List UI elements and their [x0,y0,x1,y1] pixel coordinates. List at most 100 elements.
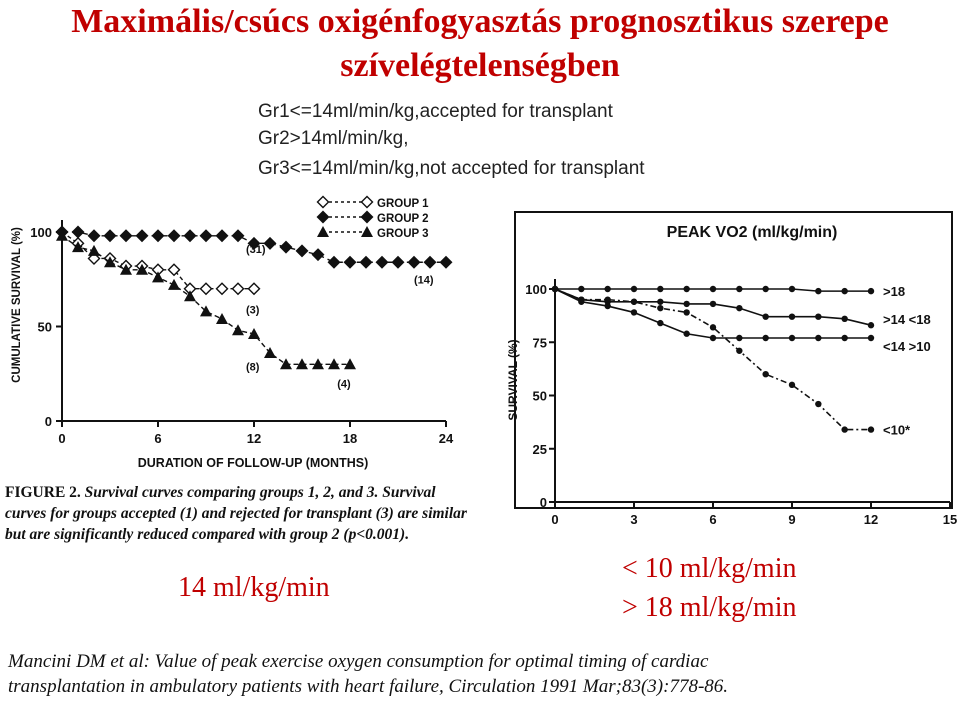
data-point-vo2-3 [736,334,743,342]
data-point-vo2-2 [815,313,822,320]
group1-definition: Gr1<=14ml/min/kg,accepted for transplant [258,101,613,122]
data-point-group2 [359,255,373,269]
x-tick-label: 6 [154,431,161,446]
data-point-vo2-4 [657,304,664,312]
data-point-group2 [375,255,389,269]
data-point-vo2-3 [683,330,690,337]
annotation-group3-8: (8) [246,361,260,373]
data-point-group3 [136,263,148,275]
data-point-group2 [231,229,245,243]
data-point-group3 [120,263,132,275]
data-point-group3 [248,328,260,340]
data-point-vo2-1 [788,285,796,293]
data-point-group3 [280,358,292,370]
data-point-group2 [151,229,165,243]
x-axis-label: DURATION OF FOLLOW-UP (MONTHS) [138,456,369,470]
legend-label: GROUP 2 [377,213,429,225]
data-point-vo2-1 [657,285,664,293]
data-point-group3 [56,229,68,241]
legend-marker [316,210,330,224]
data-point-vo2-3 [867,334,875,342]
x-tick-label: 15 [943,512,957,527]
x-tick-label: 0 [58,431,65,446]
chart-title: PEAK VO2 (ml/kg/min) [667,224,838,241]
data-point-group3 [72,241,84,253]
data-point-vo2-1 [762,285,769,293]
data-point-vo2-3 [630,309,638,316]
data-point-vo2-3 [604,302,611,310]
data-point-group2 [343,255,357,269]
data-point-vo2-4 [604,296,611,303]
x-tick-label: 12 [247,431,261,446]
data-point-group2 [87,229,101,243]
data-point-vo2-2 [657,298,664,305]
data-point-group3 [88,244,100,256]
group2-definition: Gr2>14ml/min/kg, [258,128,409,149]
series-line-3 [61,235,350,366]
data-point-vo2-2 [683,300,690,308]
data-point-vo2-4 [683,309,690,316]
y-tick-label: 100 [30,225,52,240]
data-point-vo2-4 [736,347,743,354]
data-point-group1 [231,282,245,296]
y-tick-label: 100 [525,282,547,297]
data-point-vo2-4 [578,296,585,303]
data-point-vo2-1 [867,287,875,295]
data-point-group3 [296,358,308,370]
reference-line1: Mancini DM et al: Value of peak exercise… [8,651,709,672]
data-point-group2 [167,229,181,243]
annotation-group1-3: (3) [246,305,260,317]
y-tick-label: 75 [533,335,547,350]
x-tick-label: 12 [864,512,878,527]
label-gt18-ml-kg-min: > 18 ml/kg/min [622,592,797,623]
legend-marker [360,195,374,209]
data-point-vo2-1 [630,285,638,293]
figure-label: FIGURE 2. [5,484,81,501]
data-point-group2 [247,236,261,250]
survival-chart-peak-vo2: PEAK VO2 (ml/kg/min) 0 25 50 75 100 0 3 6 9 12 15 SU… [506,211,957,527]
figure-caption: FIGURE 2. Survival curves comparing grou… [5,482,467,545]
x-tick-label: 18 [343,431,357,446]
data-point-group2 [423,255,437,269]
series-end-label-vo2-1: >18 [883,284,905,299]
data-point-group3 [344,358,356,370]
data-point-group2 [295,244,309,258]
x-tick-label: 0 [551,512,558,527]
data-point-vo2-4 [630,298,638,305]
data-point-vo2-3 [841,334,848,342]
series-end-label-vo2-2: >14 <18 [883,312,931,327]
label-14-ml-kg-min: 14 ml/kg/min [178,572,330,603]
data-point-vo2-1 [841,287,848,295]
data-point-vo2-2 [788,313,796,320]
reference-line2: transplantation in ambulatory patients w… [8,676,729,697]
data-point-vo2-4 [709,324,717,331]
legend-marker [361,226,373,237]
data-point-group2 [183,229,197,243]
data-point-group2 [391,255,405,269]
data-point-group3 [184,290,196,302]
data-point-group1 [167,263,181,277]
y-tick-label: 0 [540,495,547,510]
legend-label: GROUP 1 [377,198,429,210]
legend-label: GROUP 3 [377,228,429,240]
data-point-vo2-1 [736,285,743,293]
data-point-group2 [199,229,213,243]
data-point-vo2-2 [762,313,769,320]
data-point-vo2-1 [815,287,822,295]
legend-marker [360,210,374,224]
series-line-vo2-3 [554,288,871,339]
figure-caption-text: Survival curves comparing groups 1, 2, a… [5,484,467,543]
data-point-group2 [215,229,229,243]
data-point-group3 [168,278,180,290]
y-tick-label: 0 [45,414,52,429]
data-point-group3 [104,256,116,268]
group3-definition: Gr3<=14ml/min/kg,not accepted for transp… [258,158,645,179]
data-point-vo2-1 [604,285,611,293]
data-point-group3 [232,324,244,336]
data-point-group1 [215,282,229,296]
data-point-group2 [407,255,421,269]
data-point-group3 [200,305,212,317]
data-point-vo2-3 [762,334,769,342]
annotation-group2-14: (14) [414,274,434,286]
data-point-vo2-4 [762,371,769,378]
